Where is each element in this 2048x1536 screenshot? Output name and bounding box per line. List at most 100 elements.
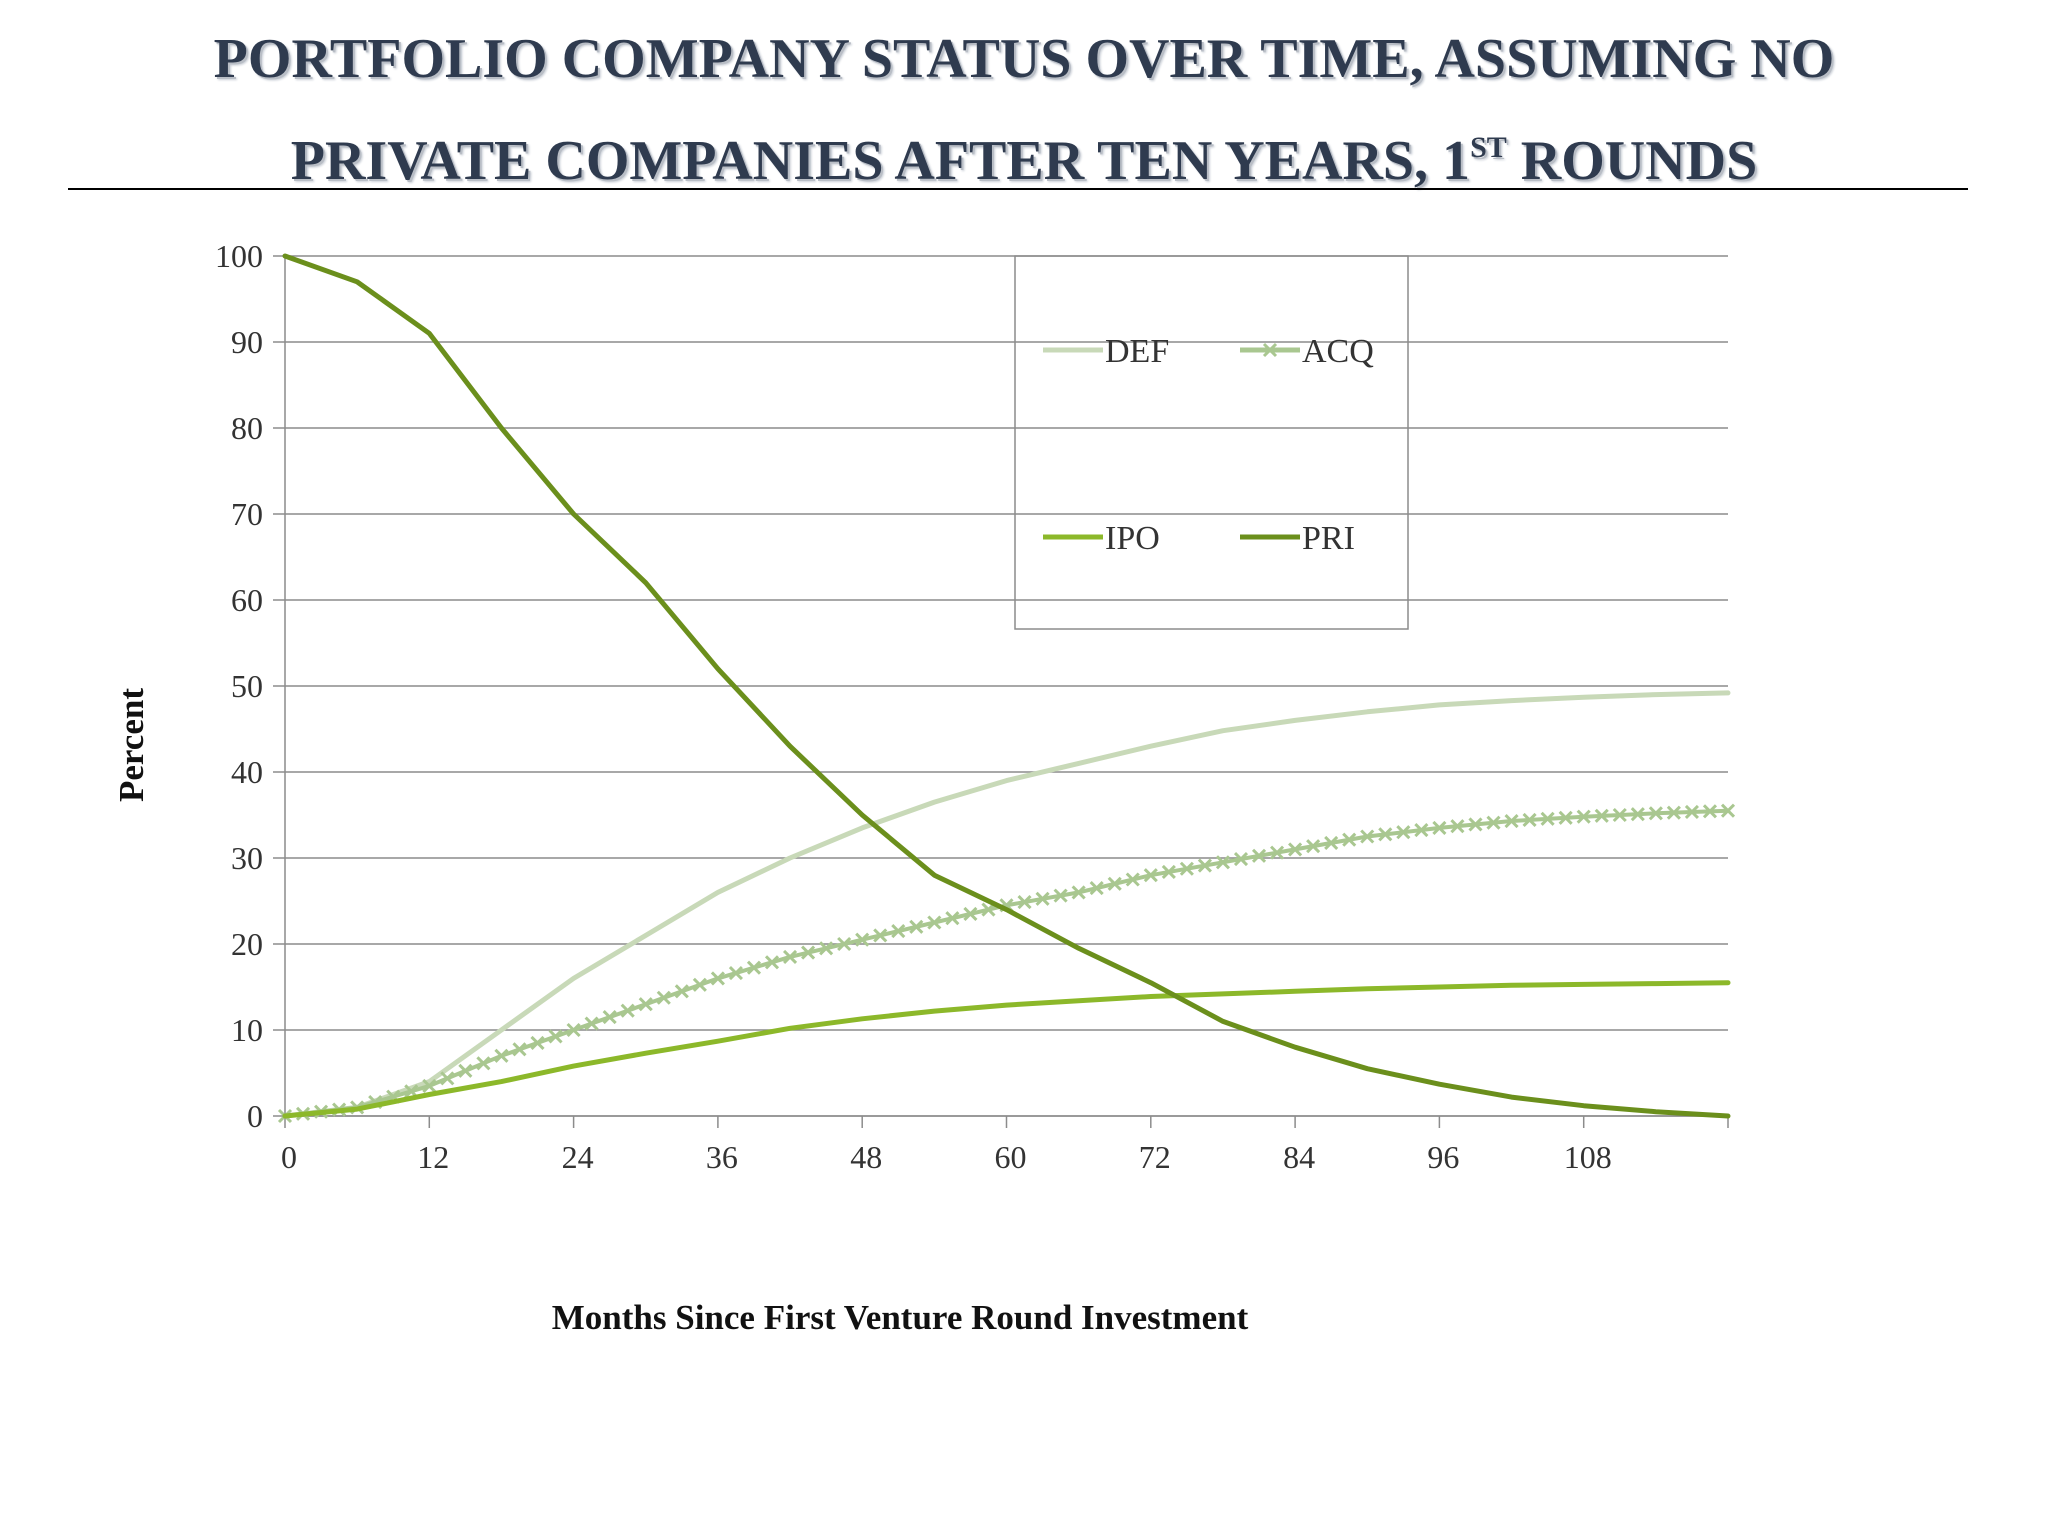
series-def: [282, 690, 1731, 1119]
series-line-def: [282, 690, 1731, 1119]
marker-x: [512, 1042, 527, 1057]
marker-x: [1576, 809, 1591, 824]
marker-x: [638, 997, 653, 1012]
legend-label: PRI: [1302, 520, 1355, 557]
marker-x: [1342, 832, 1357, 847]
marker-x: [422, 1078, 437, 1093]
marker-x: [1522, 812, 1537, 828]
y-tick-label: 10: [231, 1012, 263, 1048]
marker-x: [1414, 822, 1429, 838]
marker-x: [1035, 891, 1050, 906]
marker-x: [1288, 842, 1303, 857]
marker-x: [692, 977, 707, 992]
marker-x: [1648, 806, 1663, 821]
marker-x: [1107, 876, 1122, 891]
title-divider: [68, 188, 1968, 190]
x-tick-label: 60: [995, 1139, 1027, 1175]
series-line-acq: [283, 808, 1730, 1118]
marker-x: [837, 936, 852, 952]
marker-x: [710, 971, 725, 986]
marker-x: [584, 1016, 599, 1031]
series-ipo: [282, 980, 1731, 1119]
marker-x: [1432, 820, 1447, 835]
x-tick-label: 12: [417, 1139, 449, 1175]
y-tick-label: 30: [231, 840, 263, 876]
y-tick-label: 0: [247, 1098, 263, 1134]
marker-x: [1161, 864, 1176, 880]
marker-x: [909, 919, 924, 934]
series-lines: [277, 253, 1736, 1124]
marker-x: [1450, 819, 1465, 834]
marker-x: [855, 932, 870, 947]
marker-x: [620, 1003, 635, 1018]
marker-x: [1017, 895, 1032, 910]
x-tick-label: 0: [281, 1139, 297, 1175]
marker-x: [1324, 835, 1339, 851]
marker-x: [1396, 825, 1411, 840]
y-tick-label: 20: [231, 926, 263, 962]
x-tick-label: 24: [562, 1139, 594, 1175]
legend-item-def: DEF: [1043, 333, 1169, 370]
marker-x: [1053, 888, 1068, 903]
legend-marker-x: [1262, 342, 1278, 358]
title-line-2-end: ROUNDS: [1506, 130, 1758, 192]
marker-x: [1143, 868, 1158, 883]
marker-x: [782, 949, 798, 964]
chart-title: PORTFOLIO COMPANY STATUS OVER TIME, ASSU…: [0, 8, 2048, 212]
marker-x: [1486, 815, 1501, 830]
title-line-1: PORTFOLIO COMPANY STATUS OVER TIME, ASSU…: [213, 28, 1835, 90]
y-tick-label: 60: [231, 582, 263, 618]
marker-x: [728, 965, 743, 981]
legend-item-ipo: IPO: [1043, 520, 1160, 557]
y-tick-label: 100: [215, 238, 263, 274]
marker-x: [927, 915, 942, 930]
marker-x: [476, 1056, 491, 1071]
marker-x: [1504, 813, 1519, 829]
marker-x: [1125, 872, 1140, 887]
legend-item-acq: ACQ: [1240, 333, 1374, 370]
marker-x: [1306, 839, 1321, 854]
marker-x: [1702, 804, 1718, 819]
legend-label: IPO: [1105, 520, 1160, 557]
marker-x: [440, 1071, 455, 1086]
marker-x: [656, 990, 671, 1005]
y-tick-label: 50: [231, 668, 263, 704]
marker-x: [602, 1010, 617, 1025]
y-tick-label: 70: [231, 496, 263, 532]
title-line-2-main: PRIVATE COMPANIES AFTER TEN YEARS, 1: [290, 130, 1471, 192]
marker-x: [1630, 807, 1645, 822]
marker-x: [1269, 845, 1285, 860]
marker-x: [566, 1022, 581, 1038]
marker-x: [1720, 803, 1736, 818]
y-tick-label: 90: [231, 324, 263, 360]
series-pri: [282, 253, 1731, 1119]
title-line-2: PRIVATE COMPANIES AFTER TEN YEARS, 1ST R…: [0, 110, 2048, 212]
axes: 0 10 20 30 40 50 60 70 80 90 100 0 12 24 36 48 60 72 84 96 1…: [215, 238, 1729, 1175]
marker-x: [1197, 858, 1212, 873]
legend-label: DEF: [1105, 333, 1169, 370]
marker-x: [1233, 852, 1249, 867]
marker-x: [674, 984, 689, 999]
marker-x: [1540, 811, 1555, 826]
marker-x: [1666, 805, 1681, 820]
y-tick-label: 40: [231, 754, 263, 790]
x-tick-label: 96: [1427, 1139, 1459, 1175]
marker-x: [819, 941, 834, 956]
marker-x: [746, 960, 762, 975]
series-line-ipo: [282, 980, 1731, 1119]
marker-x: [494, 1048, 509, 1063]
marker-x: [530, 1035, 545, 1050]
series-line-pri: [282, 253, 1731, 1119]
x-tick-label: 48: [850, 1139, 882, 1175]
marker-x: [1558, 810, 1573, 825]
legend-label: ACQ: [1302, 333, 1374, 370]
marker-x: [873, 928, 888, 943]
marker-x: [1378, 827, 1393, 842]
legend: DEF ACQ IPO PRI: [1014, 255, 1409, 630]
marker-x: [1360, 829, 1375, 844]
x-tick-label: 72: [1139, 1139, 1171, 1175]
marker-x: [891, 924, 906, 939]
marker-x: [1612, 807, 1627, 823]
title-superscript: ST: [1470, 131, 1507, 164]
marker-x: [1251, 848, 1267, 863]
